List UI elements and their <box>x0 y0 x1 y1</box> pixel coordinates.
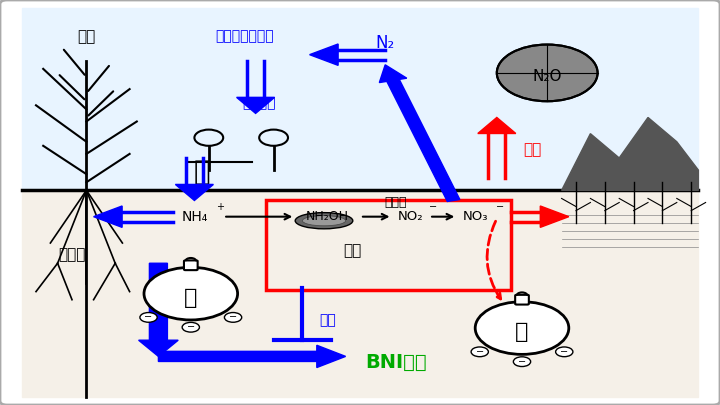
Polygon shape <box>176 184 213 200</box>
Text: N₂O: N₂O <box>533 69 562 85</box>
Circle shape <box>556 347 573 357</box>
FancyArrow shape <box>138 263 179 356</box>
Text: 微生物: 微生物 <box>384 196 408 209</box>
Circle shape <box>513 357 531 367</box>
Text: −: − <box>476 347 484 357</box>
Text: 土: 土 <box>516 322 528 342</box>
Text: −: − <box>495 202 504 212</box>
Text: −: − <box>229 312 237 322</box>
Text: −: − <box>560 347 568 357</box>
Polygon shape <box>478 117 516 134</box>
FancyArrow shape <box>158 345 346 368</box>
FancyBboxPatch shape <box>516 295 528 305</box>
Text: 抑制: 抑制 <box>319 313 336 327</box>
Text: N₂: N₂ <box>376 34 395 51</box>
Text: −: − <box>145 312 153 322</box>
Text: 窒素肥料: 窒素肥料 <box>243 96 276 110</box>
Text: NH₂OH: NH₂OH <box>306 210 349 223</box>
Text: −: − <box>186 322 195 332</box>
Text: 脱窒: 脱窒 <box>523 142 542 158</box>
Text: NO₃: NO₃ <box>462 210 488 223</box>
Ellipse shape <box>302 215 346 226</box>
Text: BNI物質: BNI物質 <box>365 353 427 372</box>
Circle shape <box>225 313 242 322</box>
Polygon shape <box>310 44 338 65</box>
Circle shape <box>144 267 238 320</box>
Circle shape <box>182 322 199 332</box>
Polygon shape <box>540 206 569 227</box>
Circle shape <box>471 347 488 357</box>
Polygon shape <box>94 206 122 227</box>
Circle shape <box>475 302 569 354</box>
FancyArrow shape <box>379 65 460 201</box>
Text: −: − <box>518 357 526 367</box>
Text: 土: 土 <box>184 288 197 308</box>
Text: −: − <box>429 202 438 212</box>
Text: 作物: 作物 <box>77 29 96 44</box>
Text: +: + <box>215 202 224 212</box>
Text: 根表層: 根表層 <box>58 247 86 263</box>
Bar <box>22 190 698 397</box>
Circle shape <box>140 313 157 322</box>
Text: NH₄: NH₄ <box>181 210 207 224</box>
FancyBboxPatch shape <box>184 260 197 270</box>
Text: NO₂: NO₂ <box>397 210 423 223</box>
Text: 🌱: 🌱 <box>193 158 210 186</box>
Polygon shape <box>237 97 274 113</box>
Ellipse shape <box>295 213 353 229</box>
Circle shape <box>497 45 598 101</box>
Bar <box>22 8 698 190</box>
Text: 工業的窒素固定: 工業的窒素固定 <box>215 30 274 43</box>
Text: 硝化: 硝化 <box>343 243 362 259</box>
Polygon shape <box>562 117 698 190</box>
